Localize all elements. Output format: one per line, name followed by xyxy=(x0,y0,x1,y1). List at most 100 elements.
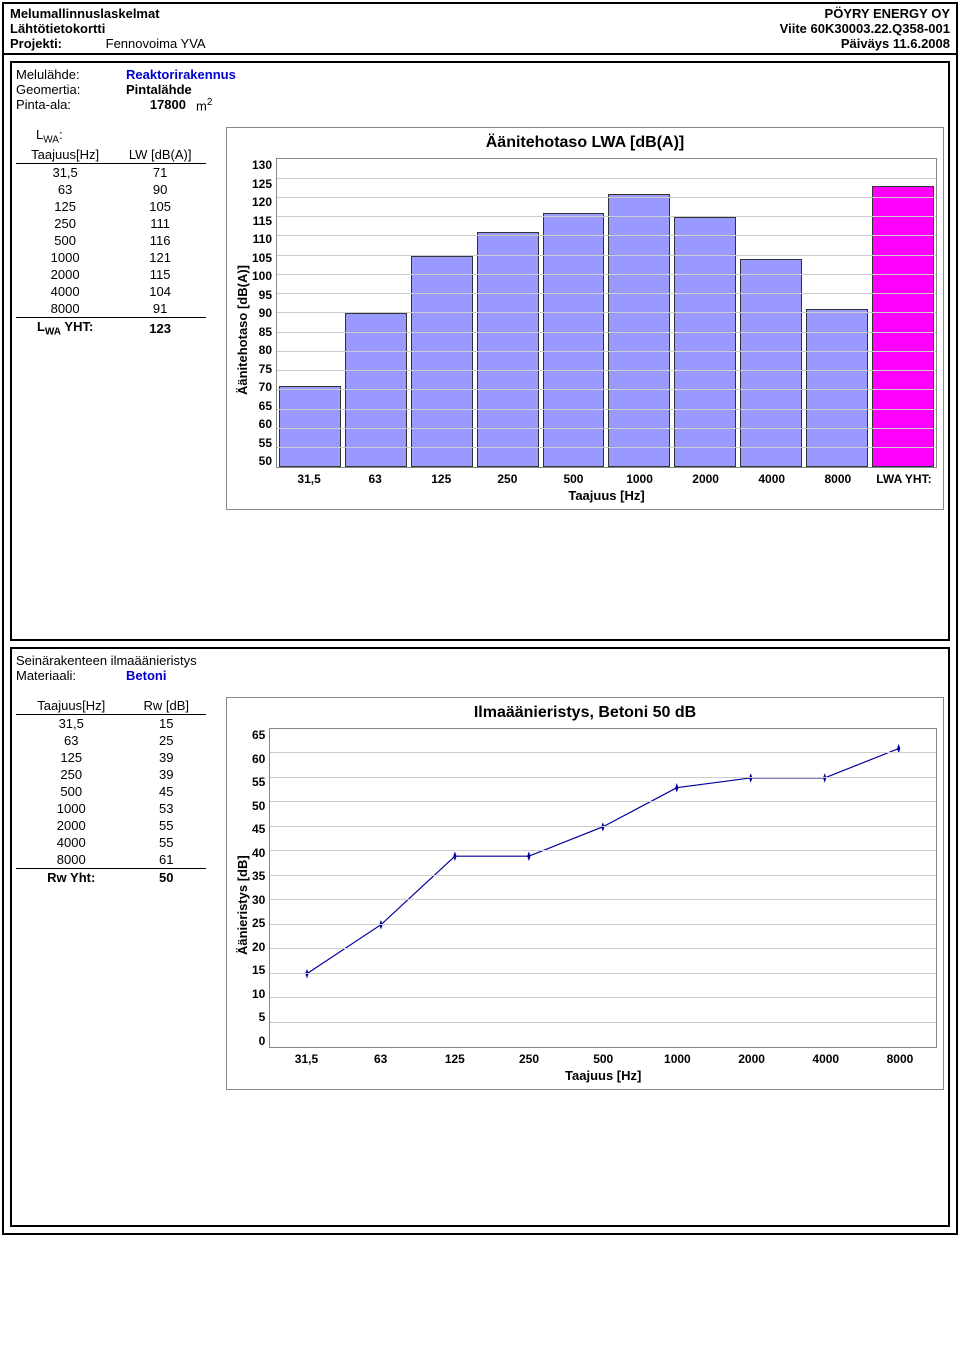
date: Päiväys 11.6.2008 xyxy=(780,36,950,51)
ytick: 45 xyxy=(252,822,265,836)
bar xyxy=(740,259,802,467)
chart-2-xlabel: Taajuus [Hz] xyxy=(269,1068,937,1083)
s2-value: Betoni xyxy=(126,668,166,683)
table-cell: 39 xyxy=(126,766,206,783)
table-footer: LWA YHT: 123 xyxy=(16,317,206,338)
xtick: 1000 xyxy=(640,1048,714,1066)
ytick: 60 xyxy=(252,417,272,431)
table-cell: 4000 xyxy=(16,283,114,300)
table-cell: 61 xyxy=(126,851,206,869)
reference: Viite 60K30003.22.Q358-001 xyxy=(780,21,950,36)
title-2: Lähtötietokortti xyxy=(10,21,206,36)
table-cell: 2000 xyxy=(16,817,126,834)
ytick: 65 xyxy=(252,399,272,413)
xtick: 500 xyxy=(540,468,606,486)
t2f-1: Rw Yht: xyxy=(16,869,126,887)
table-row: 100053 xyxy=(16,800,206,817)
xtick: 2000 xyxy=(673,468,739,486)
ytick: 120 xyxy=(252,195,272,209)
ytick: 75 xyxy=(252,362,272,376)
table-row: 4000104 xyxy=(16,283,206,300)
ytick: 130 xyxy=(252,158,272,172)
ytick: 100 xyxy=(252,269,272,283)
chart-1-yaxis: 1301251201151101051009590858075706560555… xyxy=(252,158,276,468)
s2-line1: Seinärakenteen ilmaäänieristys xyxy=(16,653,944,668)
table-cell: 1000 xyxy=(16,800,126,817)
table-cell: 125 xyxy=(16,198,114,215)
ytick: 55 xyxy=(252,775,265,789)
chart-2-title: Ilmaäänieristys, Betoni 50 dB xyxy=(233,704,937,722)
table-row: 500116 xyxy=(16,232,206,249)
bar xyxy=(345,313,407,467)
xtick: 63 xyxy=(342,468,408,486)
ytick: 40 xyxy=(252,846,265,860)
ytick: 95 xyxy=(252,288,272,302)
table-cell: 71 xyxy=(114,163,206,181)
ytick: 35 xyxy=(252,869,265,883)
source-row-1: Melulähde: Reaktorirakennus xyxy=(16,67,944,82)
table-cell: 25 xyxy=(126,732,206,749)
table-cell: 111 xyxy=(114,215,206,232)
chart-1-plot xyxy=(276,158,937,468)
table-cell: 116 xyxy=(114,232,206,249)
chart-2-ylabel: Äänieristys [dB] xyxy=(233,728,252,1083)
bar-slot xyxy=(541,159,607,467)
table-cell: 115 xyxy=(114,266,206,283)
table-cell: 55 xyxy=(126,834,206,851)
xtick: 1000 xyxy=(607,468,673,486)
table-cell: 500 xyxy=(16,783,126,800)
table-cell: 8000 xyxy=(16,300,114,318)
marker-icon xyxy=(528,851,531,861)
ytick: 0 xyxy=(252,1034,265,1048)
bar-slot xyxy=(870,159,936,467)
table-1-wrap: LWA: Taajuus[Hz] LW [dB(A)] 31,571639012… xyxy=(16,127,216,510)
ytick: 60 xyxy=(252,752,265,766)
table-cell: 63 xyxy=(16,181,114,198)
src-label-3: Pinta-ala: xyxy=(16,97,116,113)
table-cell: 31,5 xyxy=(16,715,126,733)
table-cell: 250 xyxy=(16,215,114,232)
ytick: 50 xyxy=(252,799,265,813)
bar-slot xyxy=(738,159,804,467)
ytick: 80 xyxy=(252,343,272,357)
content-2: Taajuus[Hz] Rw [dB] 31,51563251253925039… xyxy=(16,697,944,1090)
table-cell: 104 xyxy=(114,283,206,300)
source-info: Melulähde: Reaktorirakennus Geomertia: P… xyxy=(16,67,944,113)
bar xyxy=(872,186,934,467)
ytick: 115 xyxy=(252,214,272,228)
project-value: Fennovoima YVA xyxy=(106,36,206,51)
table-row: 250111 xyxy=(16,215,206,232)
xtick: 31,5 xyxy=(276,468,342,486)
table-2-header: Taajuus[Hz] Rw [dB] xyxy=(16,697,206,715)
table-cell: 105 xyxy=(114,198,206,215)
xtick: 4000 xyxy=(739,468,805,486)
table-row: 6325 xyxy=(16,732,206,749)
table-cell: 39 xyxy=(126,749,206,766)
bar-slot xyxy=(475,159,541,467)
ytick: 55 xyxy=(252,436,272,450)
table-cell: 8000 xyxy=(16,851,126,869)
table-2: Taajuus[Hz] Rw [dB] 31,51563251253925039… xyxy=(16,697,206,886)
xtick: 4000 xyxy=(789,1048,863,1066)
s2-line2: Materiaali: Betoni xyxy=(16,668,944,683)
bar xyxy=(543,213,605,467)
table-cell: 63 xyxy=(16,732,126,749)
bar-chart: Äänitehotaso LWA [dB(A)] Äänitehotaso [d… xyxy=(226,127,944,510)
xtick: LWA YHT: xyxy=(871,468,937,486)
source-row-3: Pinta-ala: 17800 m2 xyxy=(16,97,944,113)
header-right: PÖYRY ENERGY OY Viite 60K30003.22.Q358-0… xyxy=(780,6,950,51)
ytick: 5 xyxy=(252,1010,265,1024)
table-row: 800061 xyxy=(16,851,206,869)
page: Melumallinnuslaskelmat Lähtötietokortti … xyxy=(2,2,958,1235)
pre-label: LWA: xyxy=(16,127,216,146)
bar xyxy=(411,256,473,468)
ytick: 25 xyxy=(252,916,265,930)
company: PÖYRY ENERGY OY xyxy=(780,6,950,21)
table-row: 125105 xyxy=(16,198,206,215)
content-1: LWA: Taajuus[Hz] LW [dB(A)] 31,571639012… xyxy=(16,127,944,510)
xtick: 250 xyxy=(474,468,540,486)
xtick: 63 xyxy=(344,1048,418,1066)
ytick: 30 xyxy=(252,893,265,907)
table-row: 50045 xyxy=(16,783,206,800)
project-row: Projekti: Fennovoima YVA xyxy=(10,36,206,51)
